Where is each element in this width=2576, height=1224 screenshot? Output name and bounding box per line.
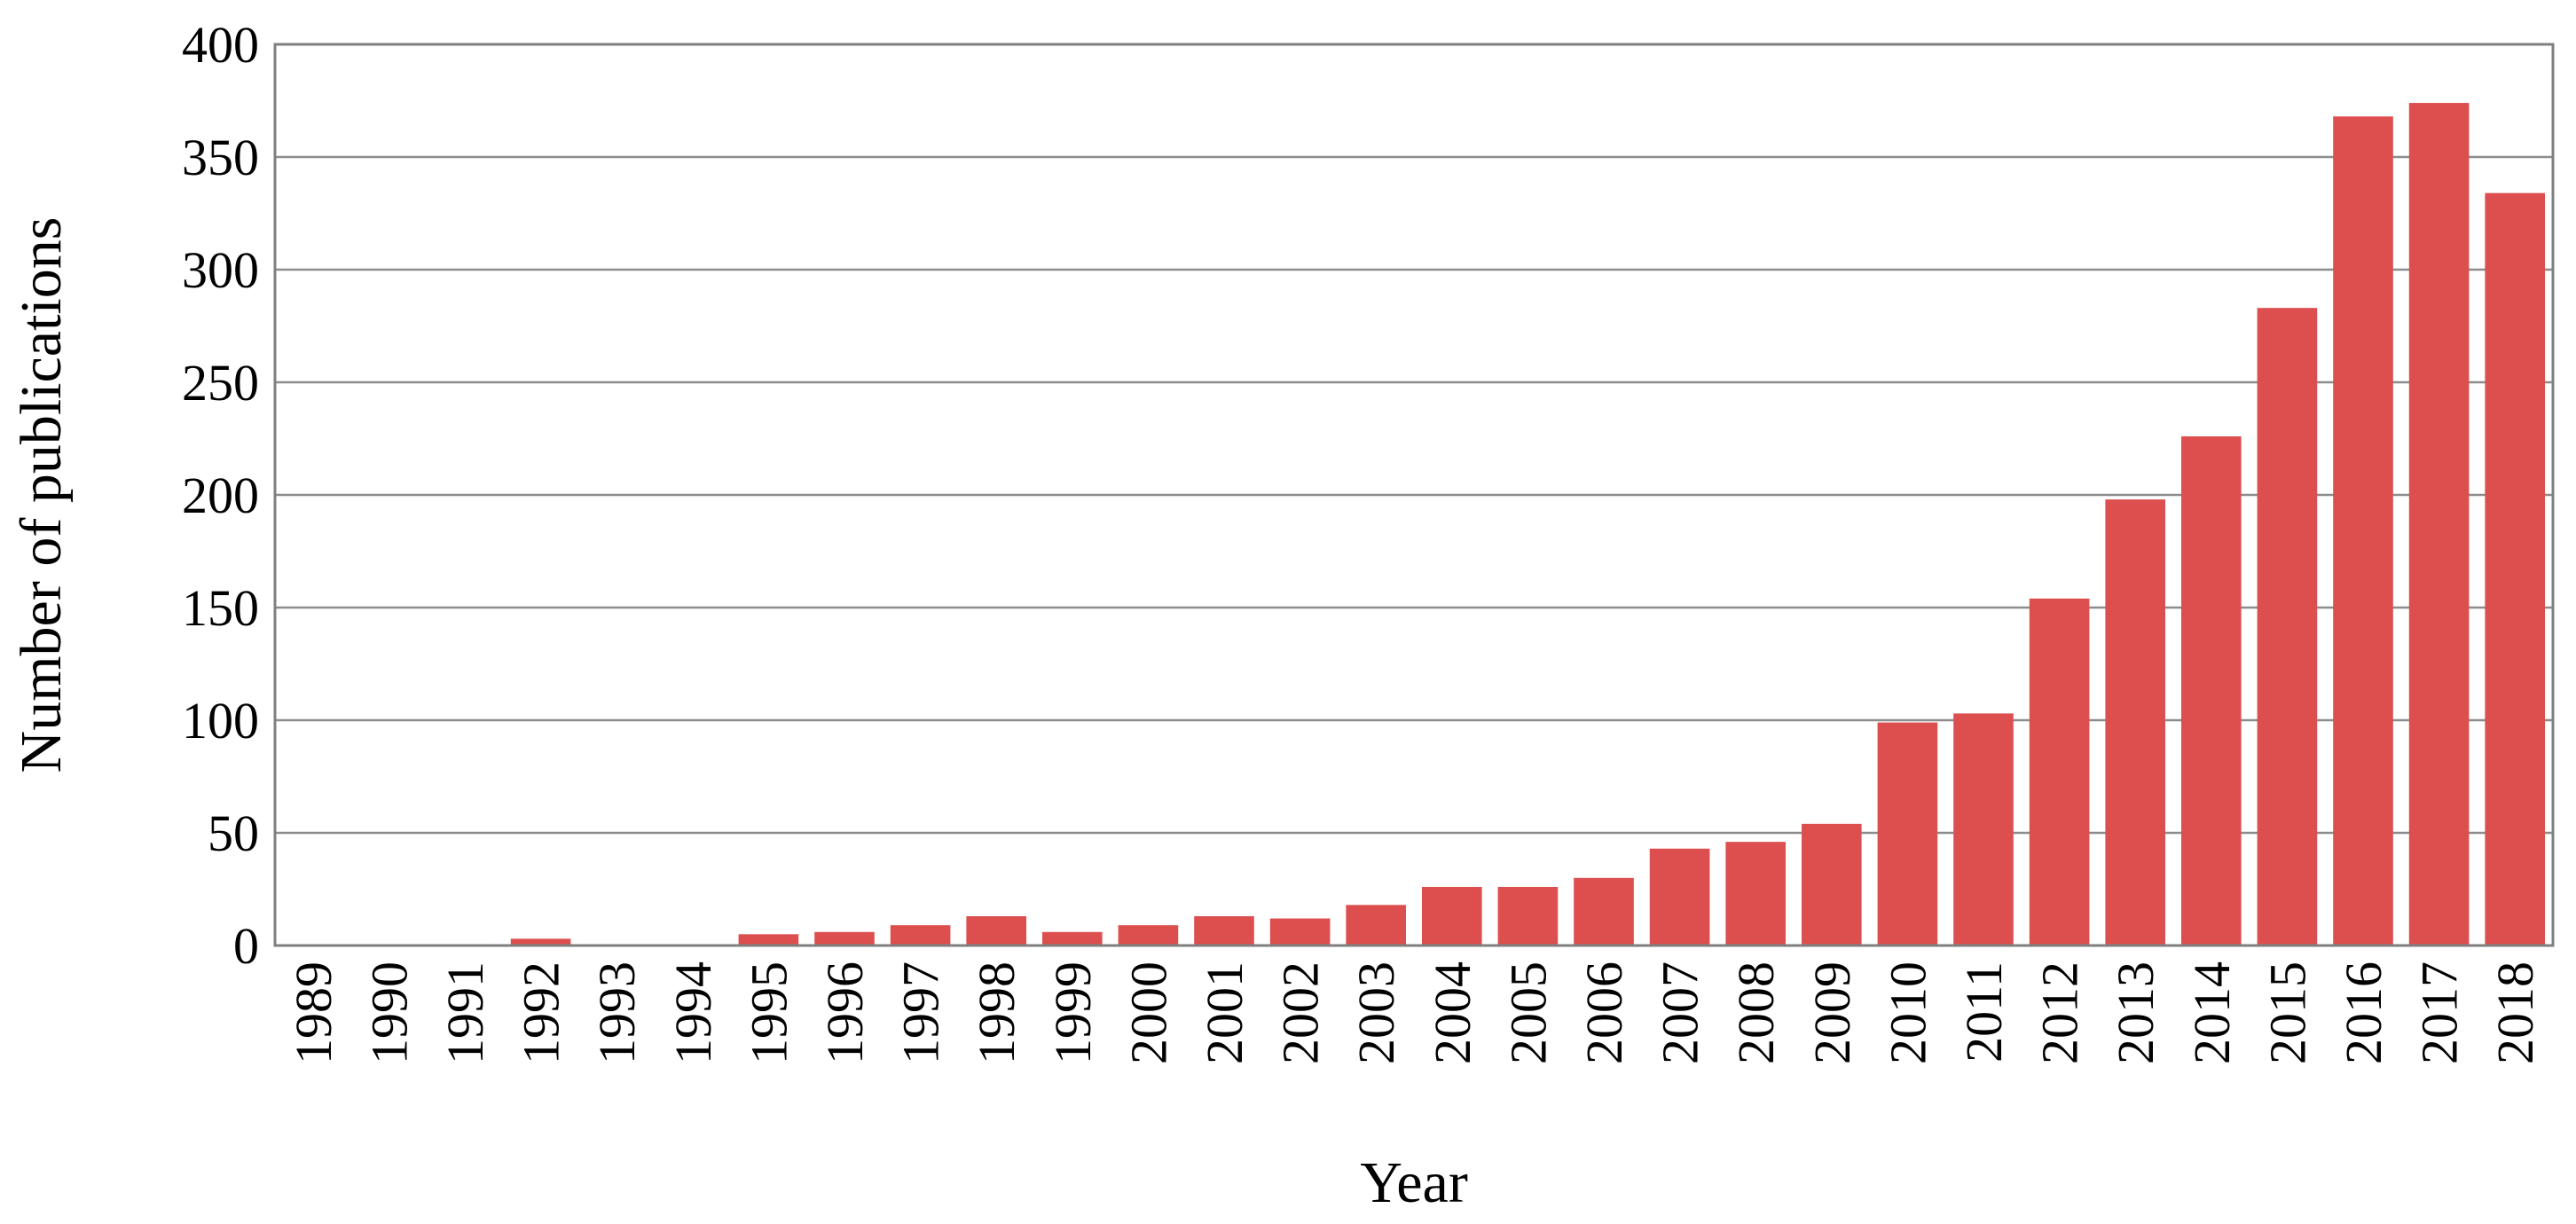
x-tick-label-1994: 1994 [664,961,722,1064]
bar-2008 [1725,842,1787,945]
y-axis-title: Number of publications [9,217,74,773]
x-tick-label-1991: 1991 [436,961,494,1064]
x-tick-label-2007: 2007 [1652,961,1709,1064]
bar-2005 [1497,886,1559,945]
y-tick-label: 0 [233,917,259,975]
y-axis-ticks: 0 50 100 150 200 250 300 350 400 [182,16,259,975]
bar-2013 [2105,499,2166,945]
x-tick-label-2016: 2016 [2335,961,2392,1064]
bars [510,103,2546,946]
bar-1997 [890,925,951,945]
bar-2015 [2257,308,2318,945]
x-tick-label-2005: 2005 [1499,961,1557,1064]
bar-2017 [2408,103,2470,946]
x-tick-label-1990: 1990 [360,961,418,1064]
bar-1996 [814,931,875,945]
y-tick-label: 350 [182,129,259,186]
y-tick-label: 300 [182,241,259,299]
bar-1998 [966,915,1027,945]
y-tick-label: 50 [208,804,259,862]
bar-2007 [1649,848,1710,945]
bar-1999 [1041,931,1103,945]
bar-2012 [2029,598,2090,945]
x-tick-label-1996: 1996 [816,961,874,1064]
x-tick-label-2004: 2004 [1424,961,1481,1064]
x-tick-label-2010: 2010 [1879,961,1936,1064]
y-tick-label: 400 [182,16,259,74]
x-tick-label-2000: 2000 [1119,961,1177,1064]
bar-2000 [1118,925,1179,945]
bar-2002 [1269,918,1331,945]
x-tick-label-2003: 2003 [1347,961,1405,1064]
bar-2009 [1801,823,1862,945]
x-tick-label-2014: 2014 [2183,961,2241,1064]
bar-2004 [1421,886,1482,945]
x-tick-label-1999: 1999 [1044,961,1102,1064]
bar-2001 [1194,915,1254,945]
x-axis-title: Year [1360,1150,1468,1215]
x-tick-label-2006: 2006 [1575,961,1633,1064]
y-tick-label: 150 [182,579,259,637]
x-tick-label-2011: 2011 [1955,961,2013,1063]
x-tick-label-1993: 1993 [588,961,646,1064]
bar-2018 [2485,192,2546,945]
gridlines [275,155,2553,835]
bar-1992 [510,938,571,945]
x-tick-label-1995: 1995 [740,961,797,1064]
bar-2014 [2180,435,2242,946]
plot-area-frame [273,43,2555,947]
x-tick-label-2015: 2015 [2258,961,2316,1064]
y-tick-label: 200 [182,467,259,524]
y-tick-label: 100 [182,692,259,749]
x-tick-label-1989: 1989 [285,961,342,1064]
x-tick-label-2002: 2002 [1272,961,1330,1064]
y-tick-label: 250 [182,354,259,412]
x-tick-label-1992: 1992 [513,961,570,1064]
x-tick-label-2017: 2017 [2411,961,2469,1064]
bar-2006 [1574,877,1634,945]
bar-2010 [1877,722,1938,945]
bar-2011 [1953,713,2014,945]
x-tick-label-2013: 2013 [2107,961,2164,1064]
x-tick-label-1997: 1997 [892,961,950,1064]
x-axis-ticks: 1989 1990 1991 1992 1993 1994 1995 1996 1997 1998… [285,961,2544,1064]
x-tick-label-2001: 2001 [1196,961,1253,1064]
x-tick-label-2008: 2008 [1727,961,1785,1064]
x-tick-label-2012: 2012 [2031,961,2089,1064]
x-tick-label-2009: 2009 [1803,961,1861,1064]
bar-2003 [1346,905,1407,945]
bar-1995 [738,934,799,945]
x-tick-label-2018: 2018 [2486,961,2544,1064]
x-tick-label-1998: 1998 [968,961,1025,1064]
bar-2016 [2333,116,2393,945]
